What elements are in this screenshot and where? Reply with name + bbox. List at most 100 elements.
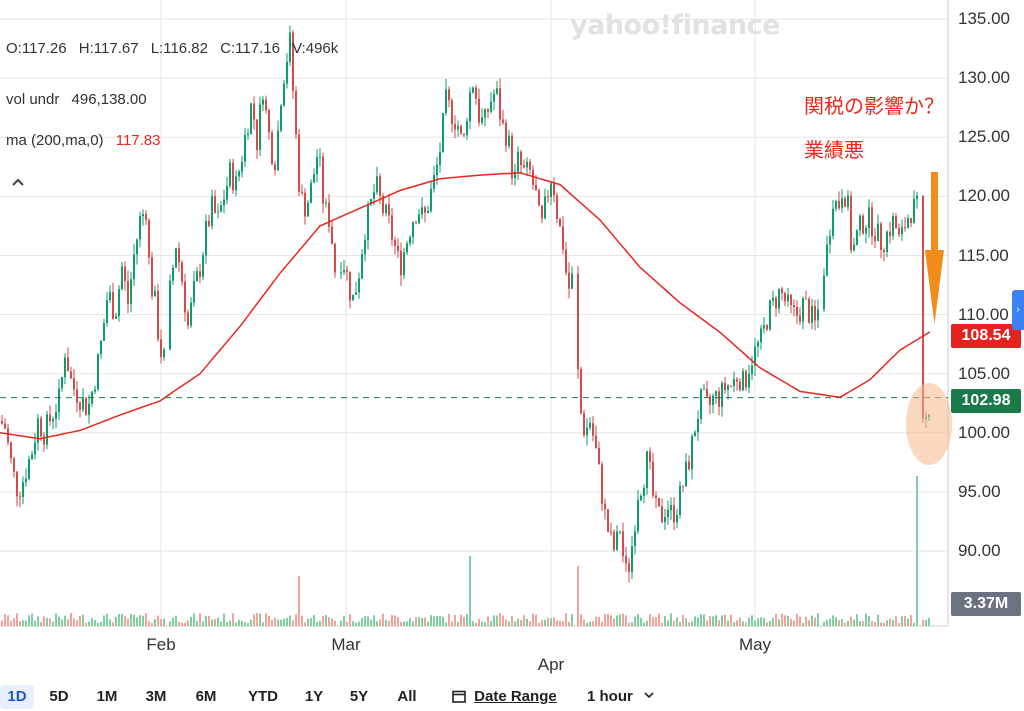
candle-body: [775, 297, 777, 309]
chevron-up-icon[interactable]: [6, 170, 30, 194]
candle-body: [76, 389, 78, 403]
candle-body: [610, 531, 612, 533]
volume-bar: [13, 618, 15, 626]
range-1m-button[interactable]: 1M: [96, 688, 118, 705]
candle-body: [124, 266, 126, 281]
candle-body: [520, 151, 522, 166]
candle-body: [922, 195, 924, 419]
volume-bar: [607, 613, 609, 626]
volume-bar: [160, 619, 162, 626]
candle-body: [787, 294, 789, 302]
candle-body: [187, 312, 189, 326]
volume-bar: [853, 619, 855, 626]
candle-body: [343, 270, 345, 273]
candle-body: [139, 216, 141, 240]
volume-bar: [52, 621, 54, 626]
candle-body: [184, 281, 186, 313]
volume-bar: [496, 615, 498, 626]
candle-body: [175, 248, 177, 268]
range-1d-button[interactable]: 1D: [0, 685, 34, 709]
candle-body: [745, 371, 747, 388]
volume-bar: [172, 617, 174, 626]
interval-dropdown[interactable]: 1 hour: [587, 685, 655, 709]
candle-body: [553, 183, 555, 196]
candle-body: [121, 266, 123, 290]
ma-indicator-row[interactable]: ma (200,ma,0) 117.83: [6, 132, 160, 149]
volume-bar: [4, 614, 6, 626]
volume-bar: [97, 622, 99, 626]
candle-body: [382, 195, 384, 214]
volume-bar: [37, 616, 39, 626]
volume-bar: [163, 618, 165, 626]
candle-body: [301, 191, 303, 194]
volume-bar: [250, 619, 252, 626]
volume-bar: [481, 621, 483, 626]
candle-body: [361, 254, 363, 279]
date-range-button[interactable]: Date Range: [452, 685, 557, 709]
candle-body: [118, 289, 120, 317]
range-all-button[interactable]: All: [397, 688, 417, 705]
volume-bar: [142, 615, 144, 626]
range-6m-button[interactable]: 6M: [195, 688, 217, 705]
candle-body: [268, 110, 270, 133]
candle-body: [493, 93, 495, 102]
volume-bar: [745, 622, 747, 626]
candle-body: [127, 280, 129, 304]
candle-body: [781, 288, 783, 293]
volume-bar: [835, 617, 837, 626]
candle-body: [133, 254, 135, 280]
candle-body: [715, 391, 717, 396]
volume-indicator-row[interactable]: vol undr 496,138.00: [6, 91, 147, 108]
yahoo-finance-watermark: yahoo!finance: [570, 10, 780, 41]
range-5y-button[interactable]: 5Y: [349, 688, 369, 705]
candle-body: [646, 451, 648, 489]
candle-body: [628, 563, 630, 573]
volume-bar: [868, 616, 870, 626]
candle-body: [211, 196, 213, 226]
candle-body: [874, 236, 876, 241]
range-ytd-button[interactable]: YTD: [248, 688, 278, 705]
y-tick-label: 130.00: [958, 68, 1010, 88]
volume-bar: [238, 619, 240, 626]
candle-body: [598, 447, 600, 465]
candle-body: [814, 305, 816, 321]
candle-body: [841, 198, 843, 209]
volume-bar: [16, 613, 18, 626]
candle-body: [571, 273, 573, 289]
volume-bar: [604, 614, 606, 626]
candle-body: [757, 342, 759, 347]
candle-body: [298, 134, 300, 192]
volume-bar: [826, 619, 828, 626]
volume-bar: [136, 617, 138, 626]
volume-bar: [913, 622, 915, 626]
volume-bar: [307, 618, 309, 626]
range-3m-button[interactable]: 3M: [145, 688, 167, 705]
candle-body: [712, 395, 714, 405]
candle-body: [433, 175, 435, 189]
candle-body: [586, 427, 588, 436]
candle-body: [1, 420, 3, 424]
volume-bar: [730, 614, 732, 626]
volume-bar: [634, 616, 636, 626]
candle-body: [631, 546, 633, 573]
chevron-right-icon[interactable]: ›: [1012, 290, 1024, 330]
volume-bar: [484, 622, 486, 626]
candle-body: [535, 184, 537, 191]
candle-body: [769, 300, 771, 330]
range-5d-button[interactable]: 5D: [49, 688, 69, 705]
interval-label: 1 hour: [587, 688, 633, 705]
candle-body: [454, 124, 456, 130]
volume-bar: [595, 616, 597, 626]
volume-bar: [718, 620, 720, 626]
volume-bar: [262, 622, 264, 626]
volume-indicator-label: vol undr: [6, 91, 60, 108]
candle-body: [847, 195, 849, 207]
volume-bar: [703, 614, 705, 626]
volume-bar: [340, 620, 342, 626]
volume-bar: [739, 617, 741, 626]
volume-bar: [922, 619, 924, 626]
candle-body: [259, 104, 261, 150]
volume-bar: [259, 613, 261, 626]
range-1y-button[interactable]: 1Y: [304, 688, 324, 705]
